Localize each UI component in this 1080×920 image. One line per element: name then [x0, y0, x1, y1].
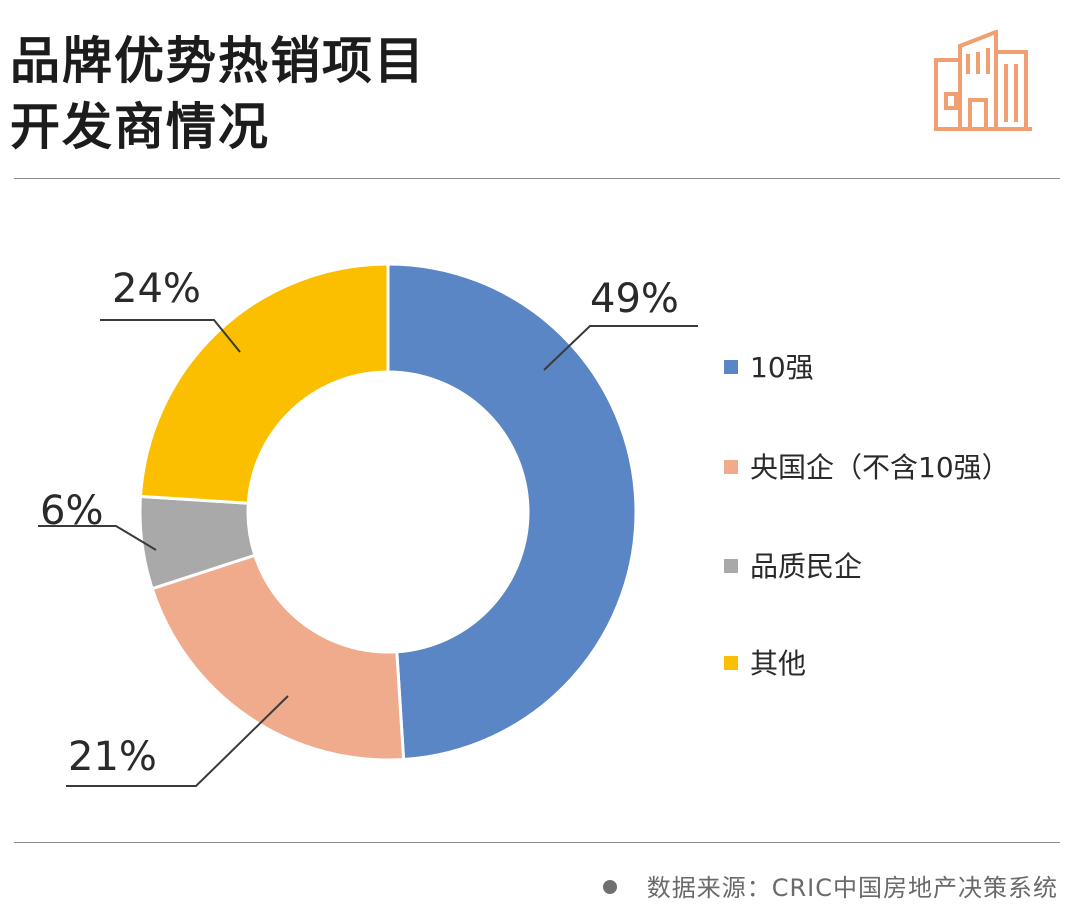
page-title: 品牌优势热销项目 开发商情况	[10, 28, 426, 160]
legend-swatch-soe	[724, 460, 738, 474]
legend-label-private: 品质民企	[750, 550, 863, 583]
title-line-2: 开发商情况	[10, 98, 270, 156]
legend-swatch-other	[724, 656, 738, 670]
slice-soe	[150, 553, 406, 762]
bullet-icon	[602, 880, 617, 894]
data-source-text: 数据来源：CRIC中国房地产决策系统	[646, 874, 1058, 902]
slice-top10	[386, 262, 638, 762]
legend-label-top10: 10强	[750, 351, 814, 384]
label-other: 24%	[112, 266, 201, 312]
data-source: 数据来源：CRIC中国房地产决策系统	[602, 868, 1058, 903]
label-top10: 49%	[590, 276, 679, 322]
label-private: 6%	[40, 488, 103, 534]
label-soe-leader-line	[66, 695, 289, 787]
legend-swatch-top10	[724, 360, 738, 374]
label-private-leader-line	[38, 525, 157, 551]
legend-swatch-private	[724, 559, 738, 573]
header-divider	[14, 178, 1060, 179]
legend-item-top10: 10强	[724, 348, 814, 388]
legend-item-private: 品质民企	[724, 547, 862, 587]
label-soe: 21%	[68, 734, 157, 780]
footer-divider	[14, 842, 1060, 843]
legend-item-other: 其他	[724, 644, 806, 684]
label-other-leader-line	[100, 319, 241, 353]
legend-item-soe: 央国企（不含10强）	[724, 448, 1010, 488]
title-line-1: 品牌优势热销项目	[10, 32, 426, 90]
legend-label-other: 其他	[750, 647, 807, 680]
legend-label-soe: 央国企（不含10强）	[750, 451, 1010, 484]
slice-other	[138, 262, 390, 505]
building-icon	[934, 30, 1032, 131]
label-top10-leader-line	[543, 325, 698, 371]
